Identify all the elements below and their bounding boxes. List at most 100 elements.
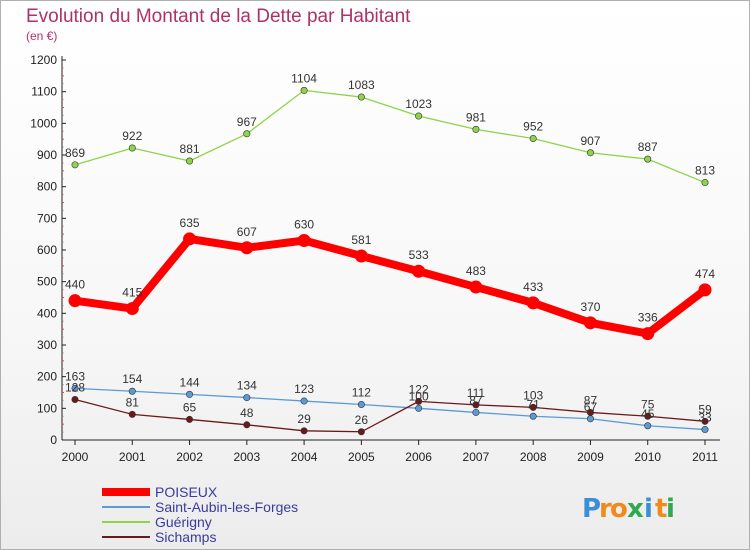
data-label: 869 xyxy=(65,146,85,160)
data-label: 33 xyxy=(698,411,712,425)
data-point xyxy=(128,144,136,152)
x-tick-label: 2008 xyxy=(520,450,547,464)
x-tick-label: 2001 xyxy=(119,450,146,464)
data-point xyxy=(128,410,136,418)
y-tick-label: 1000 xyxy=(30,116,57,130)
data-point xyxy=(586,415,594,423)
data-point xyxy=(529,403,537,411)
y-tick-label: 800 xyxy=(37,180,57,194)
data-point xyxy=(472,401,480,409)
data-label: 922 xyxy=(122,129,142,143)
legend-label: POISEUX xyxy=(155,484,218,500)
data-label: 813 xyxy=(695,164,715,178)
data-point xyxy=(186,415,194,423)
data-point xyxy=(357,428,365,436)
data-point xyxy=(641,327,655,341)
x-tick-label: 2003 xyxy=(233,450,260,464)
data-point xyxy=(243,394,251,402)
data-point xyxy=(701,417,709,425)
data-label: 336 xyxy=(638,311,658,325)
data-point xyxy=(183,232,197,246)
data-point xyxy=(472,125,480,133)
data-label: 1083 xyxy=(348,78,375,92)
data-point xyxy=(68,294,82,308)
logo-letter: r xyxy=(599,494,612,524)
logo-letter: P xyxy=(582,494,601,524)
y-tick-label: 100 xyxy=(37,401,57,415)
data-label: 128 xyxy=(65,380,85,394)
data-label: 981 xyxy=(466,110,486,124)
x-tick-label: 2004 xyxy=(291,450,318,464)
data-point xyxy=(128,387,136,395)
data-label: 100 xyxy=(409,389,429,403)
data-label: 67 xyxy=(584,400,598,414)
data-point xyxy=(240,241,254,255)
logo-letter: i xyxy=(666,494,675,524)
data-label: 87 xyxy=(469,393,483,407)
series-line xyxy=(74,89,706,184)
y-tick-label: 1200 xyxy=(30,53,57,67)
data-label: 887 xyxy=(638,140,658,154)
series-line xyxy=(74,398,706,433)
y-tick-label: 200 xyxy=(37,370,57,384)
series-line xyxy=(74,387,706,431)
data-label: 29 xyxy=(297,412,311,426)
series-poiseux xyxy=(68,232,712,341)
data-point xyxy=(243,130,251,138)
x-tick-label: 2010 xyxy=(634,450,661,464)
data-point xyxy=(297,234,311,247)
data-label: 26 xyxy=(355,413,369,427)
data-label: 45 xyxy=(641,407,655,421)
data-point xyxy=(701,426,709,434)
x-tick-label: 2005 xyxy=(348,450,375,464)
proxiti-logo: Pro x i ti xyxy=(582,494,675,524)
data-point xyxy=(586,149,594,157)
data-point xyxy=(125,302,139,316)
chart-title: Evolution du Montant de la Dette par Hab… xyxy=(26,6,411,27)
data-label: 881 xyxy=(180,142,200,156)
data-point xyxy=(701,179,709,187)
data-point xyxy=(186,390,194,398)
y-tick-label: 0 xyxy=(50,433,57,447)
data-point xyxy=(644,412,652,420)
series-gu-rigny xyxy=(71,86,709,187)
data-label: 370 xyxy=(580,300,600,314)
legend-label: Sichamps xyxy=(155,529,216,545)
legend: POISEUXSaint-Aubin-les-ForgesGuérignySic… xyxy=(102,484,298,545)
data-point xyxy=(586,408,594,416)
series-line xyxy=(71,234,709,338)
x-tick-label: 2000 xyxy=(62,450,89,464)
y-axis-ticks: 0 100 200 300 400 500 600 700 800 900 1000 1100 1200 xyxy=(30,53,66,447)
data-point xyxy=(644,422,652,430)
data-point xyxy=(469,280,483,294)
legend-label: Saint-Aubin-les-Forges xyxy=(155,499,298,515)
data-point xyxy=(300,427,308,435)
data-point xyxy=(300,397,308,405)
x-tick-label: 2009 xyxy=(577,450,604,464)
series-sichamps xyxy=(71,395,709,436)
data-point xyxy=(526,296,540,310)
logo-letter: i xyxy=(644,494,653,524)
data-label: 433 xyxy=(523,280,543,294)
data-label: 474 xyxy=(695,267,715,281)
series-saint-aubin-les-forges xyxy=(71,384,709,434)
data-label: 75 xyxy=(641,397,655,411)
data-point xyxy=(415,404,423,412)
chart-subtitle: (en €) xyxy=(26,29,57,43)
data-point xyxy=(529,135,537,143)
data-label: 81 xyxy=(126,395,140,409)
data-point xyxy=(357,401,365,409)
x-axis-ticks: 2000 2001 2002 2003 2004 2005 2006 2007 2008 2009… xyxy=(62,440,718,464)
data-label: 415 xyxy=(122,286,142,300)
logo-letter: t xyxy=(655,494,667,524)
legend-label: Guérigny xyxy=(155,514,212,530)
data-label: 144 xyxy=(180,375,200,389)
data-point xyxy=(698,283,712,297)
data-label: 71 xyxy=(527,397,541,411)
data-label: 967 xyxy=(237,115,257,129)
x-tick-label: 2002 xyxy=(176,450,203,464)
logo-letter: x xyxy=(627,494,644,524)
data-label: 635 xyxy=(180,216,200,230)
